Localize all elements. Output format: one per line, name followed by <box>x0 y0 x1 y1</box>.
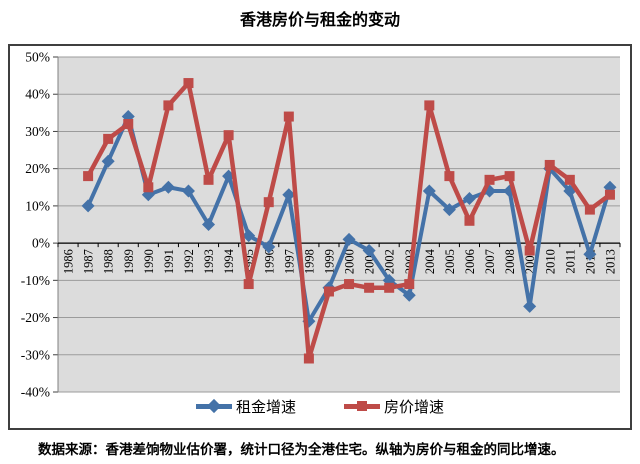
x-axis-label: 1998 <box>302 249 316 274</box>
price-data-point <box>83 171 94 182</box>
price-data-point <box>263 197 274 208</box>
chart-frame: 50% 40% 30% 20% 10% 0% -10% -20% -30% -40% 1986 198… <box>8 44 632 430</box>
price-data-point <box>243 279 254 290</box>
price-data-point <box>504 171 515 182</box>
rent-data-point <box>202 217 216 232</box>
rent-data-point <box>362 244 376 258</box>
price-data-point <box>303 353 314 364</box>
price-data-point <box>484 174 495 185</box>
y-axis-label: 20% <box>25 161 50 176</box>
x-axis-label: 2002 <box>383 249 397 274</box>
price-data-point <box>364 282 375 293</box>
price-data-point <box>464 215 475 226</box>
chart-title: 香港房价与租金的变动 <box>239 12 400 29</box>
x-axis-label: 1994 <box>222 248 236 274</box>
rent-data-point <box>523 299 537 313</box>
price-data-point <box>283 111 294 122</box>
y-axis-label: 40% <box>25 87 50 102</box>
y-axis-label: 50% <box>25 50 50 65</box>
x-axis-label: 2008 <box>503 249 517 274</box>
price-data-point <box>323 286 334 297</box>
x-axis-label: 1992 <box>182 249 196 274</box>
rent-data-point <box>262 240 276 254</box>
rent-data-point <box>161 180 175 194</box>
price-data-point <box>344 279 355 290</box>
x-axis-label: 2010 <box>543 249 557 274</box>
price-data-point <box>404 279 415 290</box>
y-axis-label: -40% <box>21 385 50 400</box>
price-data-point <box>123 119 134 129</box>
x-axis-label: 1989 <box>122 249 136 274</box>
y-axis-label: -10% <box>21 273 50 288</box>
rent-data-point <box>422 184 436 198</box>
rent-data-point <box>402 288 416 302</box>
rent-data-point <box>462 191 476 205</box>
y-axis-label: -30% <box>21 347 50 362</box>
x-axis-label: 2006 <box>463 249 477 274</box>
x-axis-label: 1986 <box>62 249 76 274</box>
x-axis-label: 2011 <box>563 249 577 274</box>
y-axis-label: 0% <box>32 236 50 251</box>
price-data-point <box>223 130 234 141</box>
x-axis-label: 1987 <box>82 249 96 274</box>
rent-data-point <box>442 203 456 217</box>
chart-legend: 租金增速 房价增速 <box>10 396 630 417</box>
legend-item-price: 房价增速 <box>344 396 444 417</box>
price-data-point <box>584 204 595 215</box>
price-data-point <box>564 174 575 185</box>
plot-canvas: 50% 40% 30% 20% 10% 0% -10% -20% -30% -40% 1986 198… <box>21 50 621 400</box>
x-axis-label: 1993 <box>202 249 216 274</box>
price-data-point <box>444 171 455 182</box>
x-axis-label: 1997 <box>282 249 296 274</box>
legend-label-rent: 租金增速 <box>235 400 296 416</box>
rent-data-point <box>282 188 296 202</box>
x-axis-label: 1990 <box>142 249 156 274</box>
price-data-point <box>103 133 114 144</box>
diamond-marker-icon <box>206 398 222 414</box>
legend-label-price: 房价增速 <box>384 400 445 416</box>
source-caption: 数据来源：香港差饷物业估价署，统计口径为全港住宅。纵轴为房价与租金的同比增速。 <box>38 442 565 457</box>
y-axis-label: -20% <box>21 310 50 325</box>
x-axis-label: 1988 <box>102 249 116 274</box>
price-data-point <box>143 182 154 193</box>
y-axis-label: 10% <box>25 198 50 213</box>
x-axis-label: 2004 <box>423 248 437 274</box>
price-data-point <box>424 100 435 111</box>
x-axis-label: 2000 <box>343 249 357 274</box>
x-axis-label: 1996 <box>262 249 276 274</box>
rent-data-point <box>81 199 95 213</box>
legend-item-rent: 租金增速 <box>195 396 296 417</box>
x-axis-label: 1991 <box>162 249 176 274</box>
rent-data-point <box>242 229 256 243</box>
price-data-point <box>604 189 615 200</box>
plot-area <box>58 57 620 392</box>
price-line-swatch <box>344 401 380 411</box>
y-axis-label: 30% <box>25 124 50 139</box>
square-marker-icon <box>357 401 367 411</box>
rent-data-point <box>342 232 356 246</box>
price-data-point <box>183 78 194 89</box>
price-data-point <box>384 282 395 293</box>
price-data-point <box>544 159 555 170</box>
rent-line-swatch <box>195 398 232 414</box>
x-axis-label: 2005 <box>443 249 457 274</box>
x-axis-label: 2013 <box>603 249 617 274</box>
rent-data-point <box>583 247 597 261</box>
x-axis-label: 2007 <box>483 249 497 274</box>
price-data-point <box>524 245 535 256</box>
price-data-point <box>163 100 174 111</box>
x-axis-label: 1999 <box>322 249 336 274</box>
rent-data-point <box>181 184 195 198</box>
price-data-point <box>203 174 214 185</box>
